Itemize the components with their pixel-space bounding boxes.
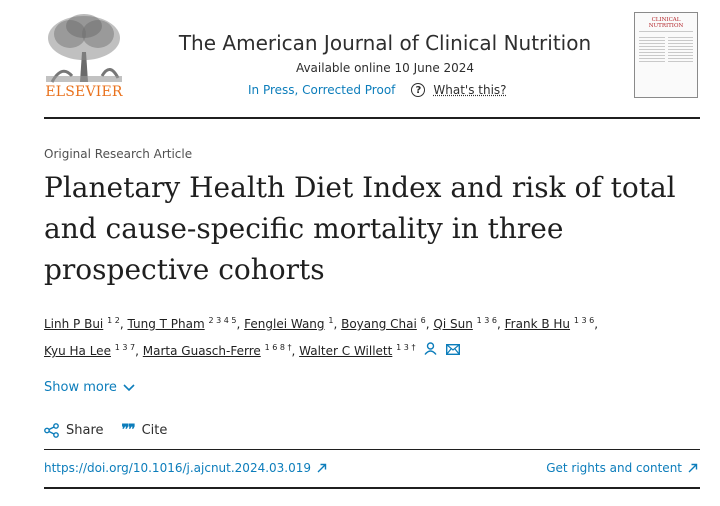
author-link[interactable]: Qi Sun <box>433 317 473 331</box>
article-type: Original Research Article <box>44 147 193 161</box>
rights-text: Get rights and content <box>546 461 682 475</box>
header-divider <box>44 117 700 119</box>
author-link[interactable]: Walter C Willett <box>299 344 393 358</box>
footer-divider <box>44 487 700 489</box>
whats-this-link[interactable]: ? What's this? <box>411 83 507 97</box>
author-affiliation: 2 3 4 5 <box>208 316 237 325</box>
author-list: Linh P Bui 1 2, Tung T Pham 2 3 4 5, Fen… <box>44 311 704 365</box>
author-link[interactable]: Frank B Hu <box>504 317 571 331</box>
cite-label: Cite <box>141 422 168 438</box>
author-affiliation: 1 <box>328 316 334 325</box>
in-press-link[interactable]: In Press, Corrected Proof <box>248 83 396 97</box>
person-icon[interactable] <box>424 338 437 365</box>
author-link[interactable]: Marta Guasch-Ferre <box>142 344 261 358</box>
article-actions: Share ❞❞ Cite <box>44 422 185 438</box>
external-link-icon <box>688 463 698 473</box>
author-affiliation: 1 2 <box>107 316 120 325</box>
elsevier-logo[interactable]: ELSEVIER <box>42 12 126 102</box>
journal-cover-thumbnail[interactable]: CLINICAL NUTRITION <box>634 12 698 98</box>
actions-divider <box>44 449 700 450</box>
author-affiliation: 1 6 8 † <box>264 343 292 352</box>
doi-text: https://doi.org/10.1016/j.ajcnut.2024.03… <box>44 461 312 475</box>
share-button[interactable]: Share <box>44 423 104 438</box>
question-icon: ? <box>411 83 426 97</box>
share-label: Share <box>66 422 104 438</box>
share-icon <box>44 422 59 438</box>
available-online: Available online 10 June 2024 <box>295 61 475 75</box>
author-link[interactable]: Boyang Chai <box>341 317 417 331</box>
author-link[interactable]: Kyu Ha Lee <box>44 344 111 358</box>
author-affiliation: 1 3 7 <box>114 343 136 352</box>
chevron-down-icon <box>123 383 135 391</box>
doi-link[interactable]: https://doi.org/10.1016/j.ajcnut.2024.03… <box>44 461 327 475</box>
status-row: In Press, Corrected Proof ? What's this? <box>248 83 507 97</box>
show-more-button[interactable]: Show more <box>44 380 135 395</box>
cover-title: CLINICAL NUTRITION <box>648 17 684 29</box>
author-affiliation: 1 3 6 <box>573 316 595 325</box>
author-link[interactable]: Tung T Pham <box>127 317 205 331</box>
show-more-label: Show more <box>44 380 117 395</box>
rights-link[interactable]: Get rights and content <box>546 461 698 475</box>
tree-icon <box>42 12 126 84</box>
author-affiliation: 6 <box>420 316 426 325</box>
external-link-icon <box>317 463 327 473</box>
author-link[interactable]: Fenglei Wang <box>244 317 325 331</box>
cite-button[interactable]: ❞❞ Cite <box>122 422 168 438</box>
article-title: Planetary Health Diet Index and risk of … <box>44 171 676 286</box>
publisher-name: ELSEVIER <box>45 84 123 100</box>
author-affiliation: 1 3 † <box>396 343 416 352</box>
mail-icon[interactable] <box>446 338 461 365</box>
author-link[interactable]: Linh P Bui <box>44 317 104 331</box>
author-affiliation: 1 3 6 <box>476 316 498 325</box>
whats-this-label: What's this? <box>433 83 507 97</box>
journal-title[interactable]: The American Journal of Clinical Nutriti… <box>178 31 592 55</box>
quote-icon: ❞❞ <box>121 422 136 438</box>
